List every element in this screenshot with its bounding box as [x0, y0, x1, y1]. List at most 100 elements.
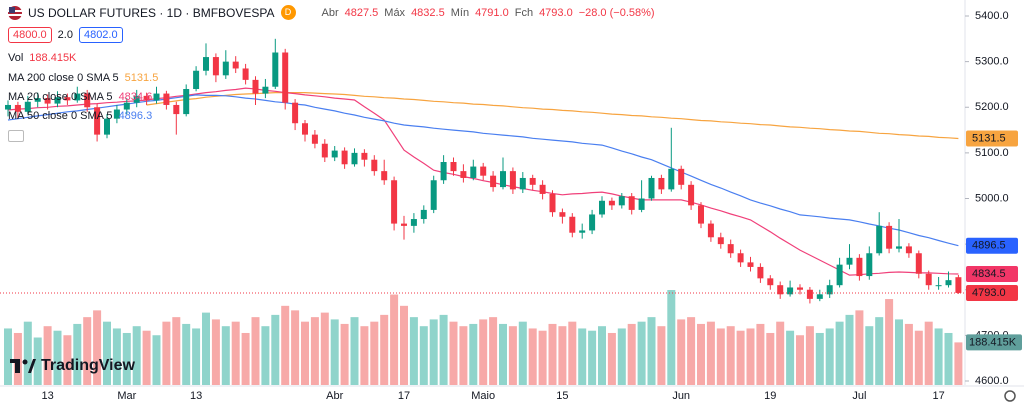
candle-body — [14, 104, 21, 112]
candle-body — [955, 277, 962, 293]
volume-bar — [251, 317, 260, 385]
volume-bar — [558, 326, 567, 385]
change: −28.0 (−0.58%) — [578, 6, 655, 19]
volume-bar — [716, 328, 725, 385]
candle-body — [430, 180, 437, 210]
candle-body — [509, 171, 516, 190]
field-name: Fch — [514, 6, 534, 19]
candle-body — [797, 287, 803, 290]
x-tick-label: 13 — [41, 390, 53, 402]
volume-bar — [875, 317, 884, 385]
volume-bar — [568, 321, 577, 385]
field-name: Abr — [321, 6, 339, 19]
quote: 4800.0 2.0 4802.0 — [8, 27, 123, 43]
collapse-button[interactable] — [8, 130, 24, 142]
field-value: 4791.0 — [475, 6, 509, 19]
price-tag — [966, 237, 1018, 254]
candle-body — [757, 266, 764, 279]
candle-body — [618, 196, 625, 206]
volume-bar — [301, 321, 309, 385]
volume-bar — [350, 317, 359, 385]
volume-bar — [400, 305, 408, 385]
volume-bar — [152, 335, 161, 385]
candle-body — [232, 61, 239, 69]
candle-body — [678, 168, 685, 185]
candle-body — [896, 246, 902, 249]
volume-bar — [281, 305, 290, 385]
ask[interactable]: 4802.0 — [78, 27, 123, 43]
x-tick-label: 17 — [932, 390, 944, 402]
candle-body — [628, 196, 635, 210]
volume-bar — [637, 321, 646, 385]
volume-bar — [132, 326, 141, 385]
volume-bar — [805, 326, 814, 385]
y-tick-label: 5000.0 — [975, 192, 1009, 204]
candle-body — [292, 102, 299, 124]
volume-bar — [172, 317, 181, 385]
volume-bar — [855, 310, 864, 385]
candle-body — [688, 184, 695, 206]
volume-bar — [706, 321, 715, 385]
logo[interactable]: TradingView — [10, 357, 135, 375]
candle-body — [549, 193, 556, 213]
volume-bar — [885, 299, 894, 385]
legend-name: MA 200 close 0 SMA 5 — [8, 72, 119, 84]
volume-bar — [53, 330, 62, 385]
candle-body — [846, 257, 853, 265]
x-tick-label: 15 — [556, 390, 568, 402]
candle-body — [193, 70, 200, 89]
volume-tag — [966, 334, 1022, 351]
candle-body — [777, 285, 784, 295]
x-tick-label: Maio — [471, 390, 495, 402]
volume-bar — [459, 326, 468, 385]
volume-bar — [607, 332, 616, 385]
volume-bar — [409, 317, 418, 385]
volume-bar — [360, 326, 369, 385]
volume-bar — [13, 332, 22, 385]
volume-bar — [518, 321, 527, 385]
candle-body — [183, 89, 190, 115]
volume-bar — [429, 319, 438, 385]
volume-bar — [845, 314, 854, 385]
price-tag — [966, 284, 1018, 301]
bid[interactable]: 4800.0 — [8, 27, 52, 43]
volume-bar — [330, 319, 339, 385]
volume-bar — [419, 326, 428, 385]
legend-item: MA 20 close 0 SMA 5 4834.6 — [8, 91, 152, 103]
x-tick-label: Jul — [852, 390, 866, 402]
candle-body — [94, 107, 101, 135]
volume-bar — [835, 321, 844, 385]
candle-body — [539, 184, 546, 194]
volume-bar — [261, 326, 270, 385]
candle-body — [341, 150, 348, 165]
candle-body — [5, 104, 11, 110]
candle-body — [519, 177, 526, 190]
candle-body — [410, 219, 417, 226]
volume-bar — [83, 317, 92, 385]
volume-bar — [439, 314, 448, 385]
volume-bar — [617, 328, 626, 385]
header: US DOLLAR FUTURES · 1D · BMFBOVESPA D Ab… — [8, 5, 655, 20]
candle-body — [123, 102, 130, 110]
volume-bar — [211, 319, 220, 385]
candle-body — [935, 285, 942, 287]
candle-body — [212, 57, 219, 76]
candle-body — [767, 278, 774, 286]
volume-bar — [192, 328, 201, 385]
candle-body — [460, 171, 467, 178]
settings-icon[interactable] — [1004, 390, 1016, 402]
volume-bar — [578, 328, 587, 385]
volume-bar — [865, 326, 874, 385]
symbol[interactable]: US DOLLAR FUTURES · 1D · BMFBOVESPA — [28, 5, 275, 20]
volume-bar — [657, 326, 666, 385]
price-tag-label: 5131.5 — [972, 132, 1006, 144]
candle-body — [44, 98, 51, 104]
candle-body — [856, 257, 863, 277]
volume-bar — [469, 323, 478, 385]
legend-item: MA 200 close 0 SMA 5 5131.5 — [8, 72, 158, 84]
volume-bar — [479, 319, 488, 385]
legend-item: MA 50 close 0 SMA 5 4896.3 — [8, 110, 152, 122]
spread: 2.0 — [57, 29, 73, 41]
candle-body — [806, 289, 813, 299]
